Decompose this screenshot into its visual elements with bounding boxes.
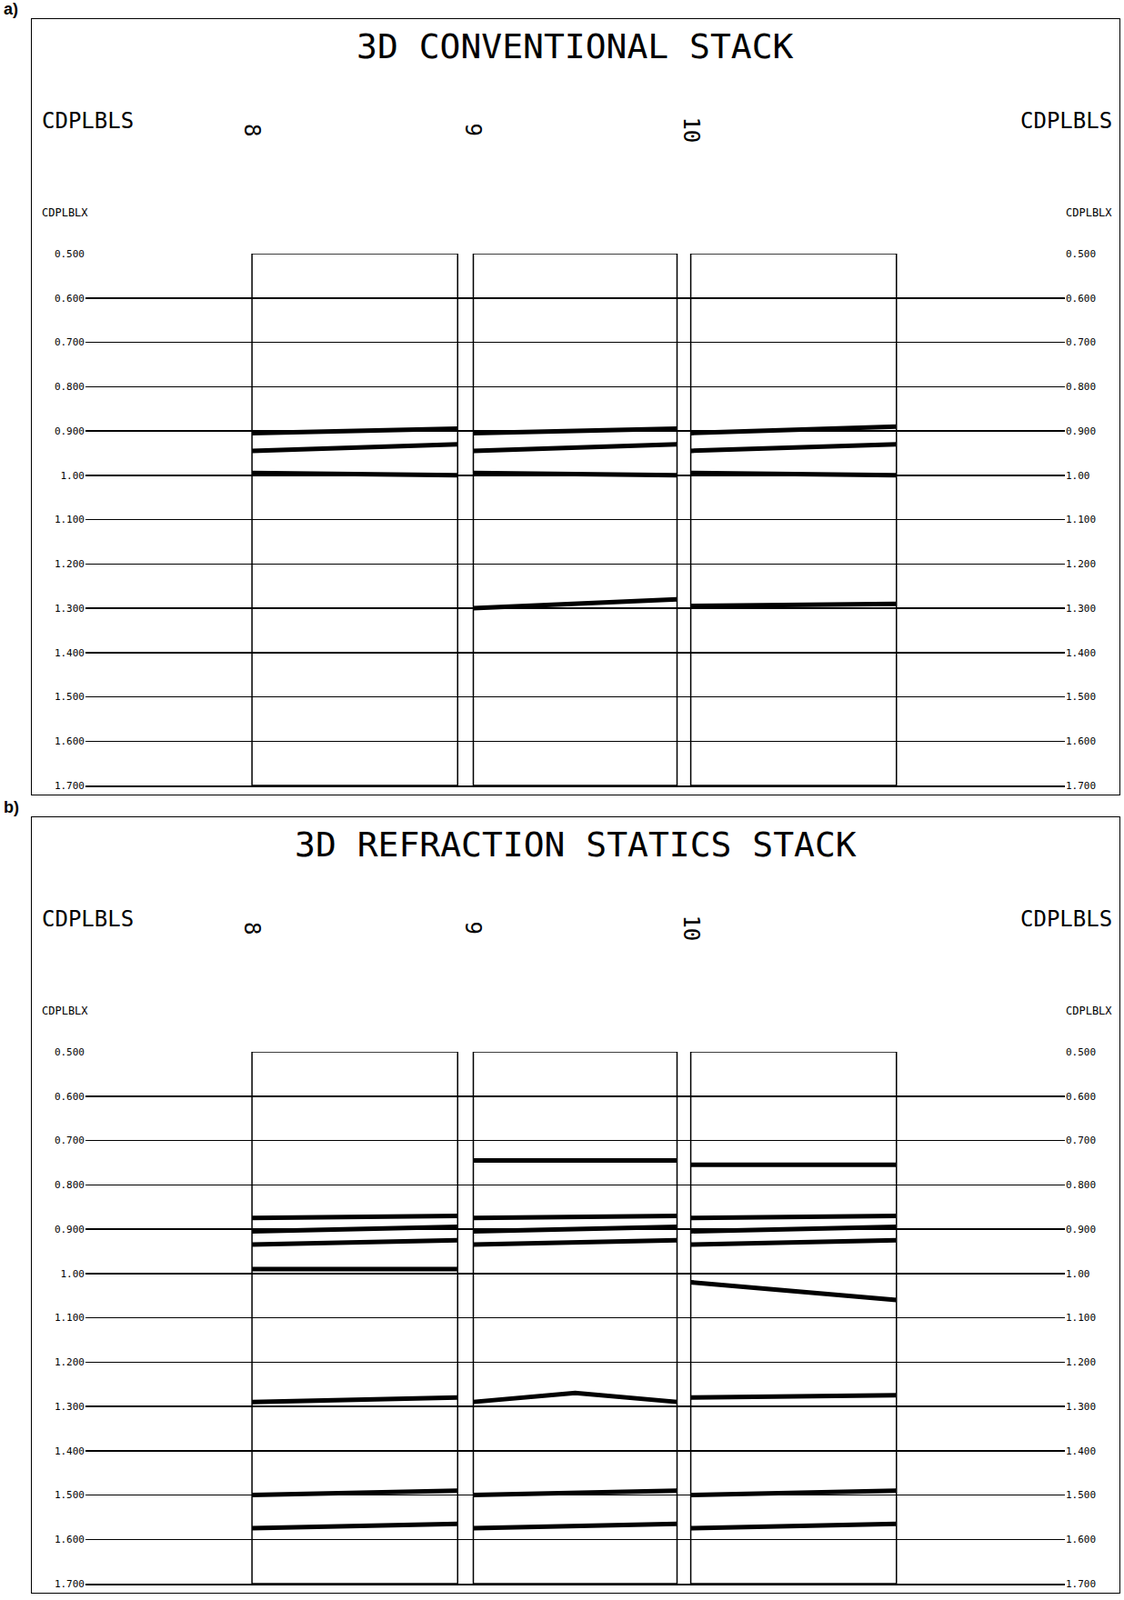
svg-text:1.300: 1.300 <box>54 602 85 615</box>
svg-text:1.400: 1.400 <box>54 1445 85 1458</box>
svg-text:1.500: 1.500 <box>1065 691 1096 703</box>
svg-text:1.100: 1.100 <box>54 513 85 526</box>
svg-text:1.700: 1.700 <box>54 780 85 793</box>
svg-text:1.700: 1.700 <box>1065 780 1096 793</box>
svg-text:0.800: 0.800 <box>1065 1179 1096 1192</box>
svg-text:9: 9 <box>460 922 486 935</box>
svg-text:1.300: 1.300 <box>54 1401 85 1414</box>
svg-text:0.700: 0.700 <box>54 1134 85 1147</box>
svg-text:1.300: 1.300 <box>1065 1401 1096 1414</box>
svg-text:0.700: 0.700 <box>54 336 85 349</box>
svg-text:1.200: 1.200 <box>54 1356 85 1369</box>
svg-text:CDPLBLS: CDPLBLS <box>1020 906 1113 933</box>
html-text:b): b) <box>3 798 20 817</box>
svg-text:CDPLBLS: CDPLBLS <box>1020 108 1113 134</box>
svg-text:0.900: 0.900 <box>54 425 85 438</box>
svg-text:CDPLBLX: CDPLBLX <box>41 1004 89 1018</box>
svg-text:0.900: 0.900 <box>1065 1224 1096 1236</box>
html-text:a): a) <box>3 0 19 19</box>
svg-text:1.400: 1.400 <box>54 647 85 660</box>
svg-text:1.500: 1.500 <box>54 1489 85 1502</box>
svg-text:1.200: 1.200 <box>1065 558 1096 571</box>
svg-text:1.600: 1.600 <box>54 1534 85 1546</box>
svg-text:0.900: 0.900 <box>54 1224 85 1236</box>
svg-text:0.600: 0.600 <box>54 1091 85 1104</box>
svg-text:0.500: 0.500 <box>1065 248 1096 261</box>
svg-text:0.800: 0.800 <box>54 1179 85 1192</box>
svg-text:1.00: 1.00 <box>1065 470 1091 482</box>
svg-text:1.100: 1.100 <box>54 1312 85 1325</box>
svg-text:1.400: 1.400 <box>1065 1445 1096 1458</box>
svg-text:9: 9 <box>460 123 486 137</box>
svg-text:CDPLBLS: CDPLBLS <box>41 906 134 933</box>
svg-text:1.500: 1.500 <box>1065 1489 1096 1502</box>
svg-text:0.500: 0.500 <box>54 248 85 261</box>
svg-text:1.100: 1.100 <box>1065 1312 1096 1325</box>
svg-text:1.100: 1.100 <box>1065 513 1096 526</box>
svg-text:1.00: 1.00 <box>60 470 86 482</box>
svg-text:1.00: 1.00 <box>60 1268 86 1281</box>
svg-text:0.600: 0.600 <box>1065 1091 1096 1104</box>
svg-text:1.00: 1.00 <box>1065 1268 1091 1281</box>
svg-text:CDPLBLS: CDPLBLS <box>41 108 134 134</box>
svg-text:3D CONVENTIONAL STACK: 3D CONVENTIONAL STACK <box>356 26 794 67</box>
svg-text:0.600: 0.600 <box>54 292 85 305</box>
svg-text:CDPLBLX: CDPLBLX <box>41 206 89 220</box>
svg-text:0.800: 0.800 <box>54 381 85 393</box>
svg-text:3D REFRACTION STATICS STACK: 3D REFRACTION STATICS STACK <box>294 824 857 865</box>
svg-text:1.400: 1.400 <box>1065 647 1096 660</box>
svg-text:1.700: 1.700 <box>54 1578 85 1591</box>
svg-text:1.300: 1.300 <box>1065 602 1096 615</box>
svg-text:0.700: 0.700 <box>1065 1134 1096 1147</box>
svg-text:0.700: 0.700 <box>1065 336 1096 349</box>
svg-text:0.800: 0.800 <box>1065 381 1096 393</box>
svg-text:1.200: 1.200 <box>1065 1356 1096 1369</box>
svg-text:1.600: 1.600 <box>1065 735 1096 748</box>
svg-text:0.500: 0.500 <box>1065 1046 1096 1059</box>
svg-text:CDPLBLX: CDPLBLX <box>1065 1004 1113 1018</box>
svg-text:1.600: 1.600 <box>54 735 85 748</box>
svg-text:8: 8 <box>239 123 265 137</box>
svg-text:0.600: 0.600 <box>1065 292 1096 305</box>
svg-text:10: 10 <box>678 116 704 143</box>
svg-text:8: 8 <box>239 922 265 935</box>
svg-text:1.200: 1.200 <box>54 558 85 571</box>
svg-text:0.900: 0.900 <box>1065 425 1096 438</box>
svg-text:1.700: 1.700 <box>1065 1578 1096 1591</box>
svg-text:1.600: 1.600 <box>1065 1534 1096 1546</box>
svg-text:0.500: 0.500 <box>54 1046 85 1059</box>
svg-text:CDPLBLX: CDPLBLX <box>1065 206 1113 220</box>
svg-text:10: 10 <box>678 914 704 942</box>
svg-text:1.500: 1.500 <box>54 691 85 703</box>
